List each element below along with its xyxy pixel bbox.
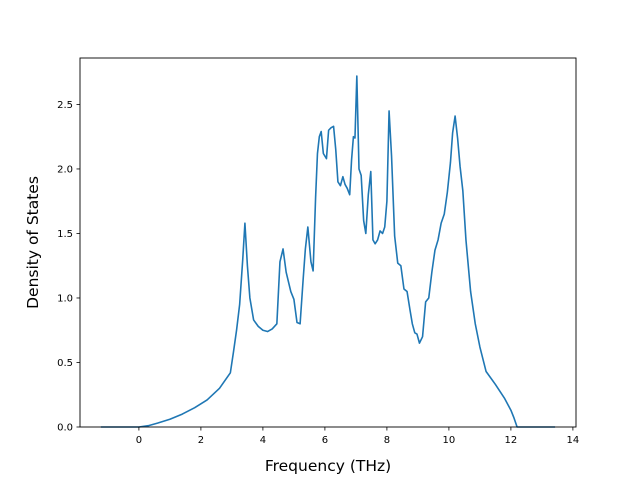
x-tick-label: 4 — [260, 435, 266, 446]
x-tick-label: 14 — [567, 435, 580, 446]
y-tick-label: 0.0 — [57, 423, 73, 434]
x-axis-label: Frequency (THz) — [265, 457, 391, 475]
plot-area — [100, 75, 556, 428]
y-tick-label: 2.0 — [57, 165, 73, 176]
x-tick-label: 2 — [198, 435, 204, 446]
axes-frame — [79, 57, 577, 428]
x-tick-label: 0 — [136, 435, 142, 446]
x-tick-label: 8 — [384, 435, 390, 446]
y-tick-label: 0.5 — [57, 358, 73, 369]
dos-series-line — [100, 75, 556, 428]
y-axis-label: Density of States — [24, 176, 42, 309]
y-tick-label: 2.5 — [57, 100, 73, 111]
x-tick-label: 12 — [505, 435, 518, 446]
x-tick-label: 6 — [322, 435, 328, 446]
y-axis: 0.0 0.5 1.0 1.5 2.0 2.5 — [57, 100, 80, 434]
x-tick-label: 10 — [443, 435, 456, 446]
y-tick-label: 1.5 — [57, 229, 73, 240]
x-axis: 0 2 4 6 8 10 12 14 — [136, 427, 580, 446]
y-tick-label: 1.0 — [57, 294, 73, 305]
